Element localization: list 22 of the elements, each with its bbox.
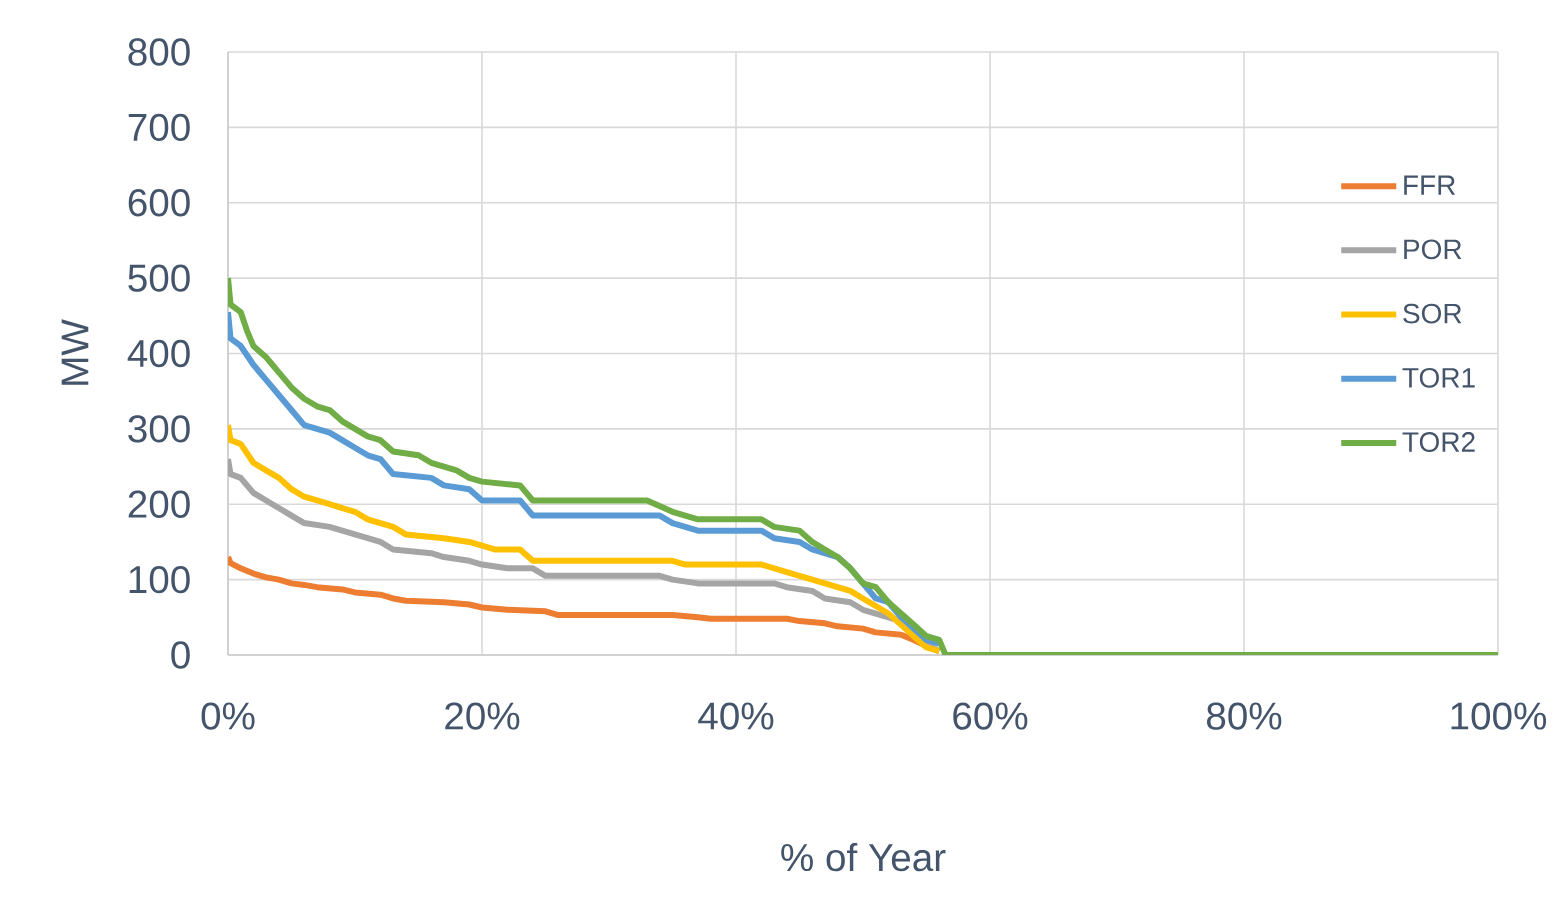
- y-tick-label: 800: [128, 38, 190, 66]
- y-tick-label: 300: [128, 415, 190, 443]
- y-tick-label: 400: [127, 339, 190, 368]
- x-tick-label: 60%: [953, 702, 1028, 730]
- y-tick-label: 500: [128, 264, 190, 292]
- x-tick-label: 0%: [201, 702, 255, 730]
- legend-label: SOR: [1403, 303, 1462, 324]
- x-tick-label: 80%: [1206, 702, 1282, 730]
- y-tick-label: 700: [128, 113, 190, 142]
- x-tick-label: 20%: [445, 702, 520, 730]
- x-tick-label: 40%: [698, 702, 774, 730]
- y-tick-label: 100: [129, 565, 190, 594]
- x-axis-title: % of Year: [781, 842, 946, 872]
- x-tick-label: 100%: [1451, 702, 1547, 730]
- legend-label: TOR1: [1402, 367, 1475, 388]
- y-tick-label: 600: [128, 189, 190, 217]
- legend-label: FFR: [1404, 175, 1456, 195]
- y-tick-label: 200: [128, 490, 190, 518]
- y-axis-title: MW: [61, 319, 89, 385]
- y-tick-label: 0: [171, 641, 190, 669]
- legend-label: TOR2: [1402, 432, 1475, 452]
- legend-label: POR: [1404, 239, 1462, 260]
